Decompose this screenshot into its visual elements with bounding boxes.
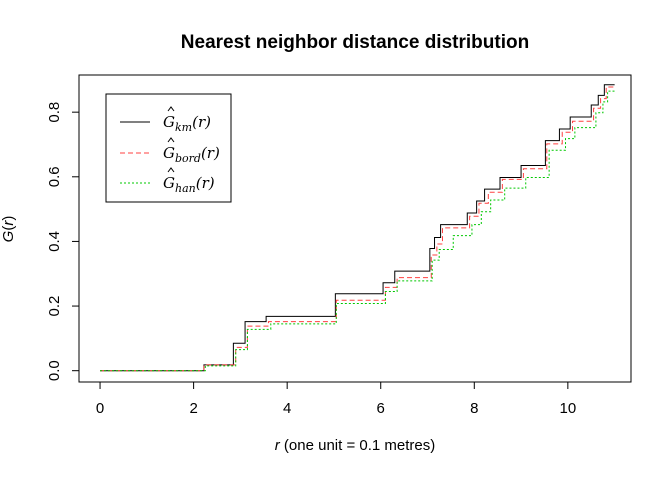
x-tick-label: 8 <box>470 400 478 417</box>
x-tick-label: 0 <box>96 400 104 417</box>
legend-label-km: Gkm(r) <box>163 113 211 134</box>
x-tick-label: 4 <box>283 400 291 417</box>
chart-title: Nearest neighbor distance distribution <box>181 32 529 53</box>
x-axis-label: r (one unit = 0.1 metres) <box>275 437 436 454</box>
legend-label-bord: Gbord(r) <box>163 144 220 165</box>
x-axis-label-var: r <box>275 437 281 454</box>
legend-label-han: Ghan(r) <box>163 174 215 195</box>
x-axis: 0 2 4 6 8 10 <box>96 381 577 417</box>
y-tick-label: 0.4 <box>46 231 63 252</box>
x-tick-label: 6 <box>377 400 385 417</box>
series-line-km <box>100 84 615 372</box>
y-axis-label-fn: G <box>0 230 17 242</box>
x-axis-label-rest: (one unit = 0.1 metres) <box>280 437 436 454</box>
legend-hat-bord <box>167 137 175 143</box>
y-tick-label: 0.6 <box>46 166 63 187</box>
y-axis-label-var: r <box>0 220 17 226</box>
legend: Gkm(r) Gbord(r) Ghan(r) <box>105 93 232 203</box>
y-tick-label: 0.2 <box>46 296 63 317</box>
series-line-han <box>100 90 615 372</box>
legend-hat-km <box>167 106 175 112</box>
x-tick-label: 2 <box>189 400 197 417</box>
legend-box <box>105 93 232 203</box>
series-layer <box>100 84 615 372</box>
y-tick-label: 0.0 <box>46 360 63 381</box>
y-tick-label: 0.8 <box>46 102 63 123</box>
series-line-bord <box>100 86 615 372</box>
y-axis-label: G(r) <box>0 216 17 243</box>
y-axis: 0.0 0.2 0.4 0.6 0.8 <box>46 102 80 381</box>
legend-hat-han <box>167 167 175 173</box>
x-tick-label: 10 <box>560 400 577 417</box>
